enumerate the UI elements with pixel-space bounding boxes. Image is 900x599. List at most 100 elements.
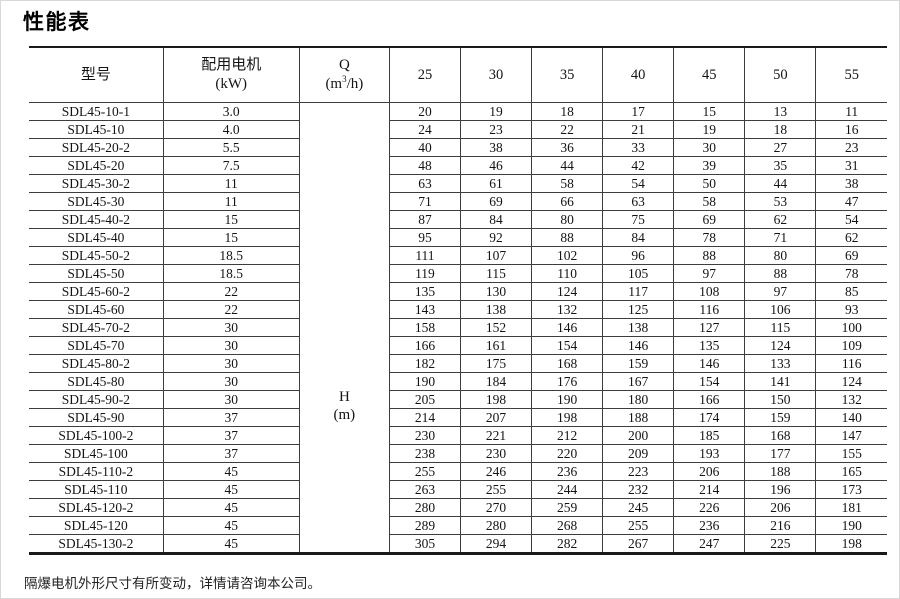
- flow-unit-suffix: /h): [346, 76, 364, 92]
- motor-kw-cell: 30: [162, 372, 300, 391]
- head-value-cell: 125: [602, 300, 675, 319]
- model-cell: SDL45-110-2: [29, 462, 164, 481]
- head-value-cell: 236: [673, 516, 746, 535]
- motor-kw-cell: 30: [162, 354, 300, 373]
- head-value-cell: 200: [602, 426, 675, 445]
- head-value-cell: 17: [602, 102, 675, 121]
- head-value-cell: 38: [459, 138, 533, 157]
- head-value-cell: 177: [744, 444, 817, 463]
- flow-unit-prefix: (m: [325, 76, 343, 92]
- model-cell: SDL45-110: [29, 480, 164, 499]
- motor-kw-cell: 45: [162, 534, 300, 554]
- head-value-cell: 16: [815, 120, 887, 139]
- motor-kw-cell: 45: [162, 462, 300, 481]
- table-row: SDL45-20 7.5 48 46 44 42 39 35 31: [29, 156, 887, 175]
- head-value-cell: 61: [459, 174, 533, 193]
- head-value-cell: 166: [673, 390, 746, 409]
- model-cell: SDL45-120: [29, 516, 164, 535]
- head-value-cell: 196: [744, 480, 817, 499]
- head-value-cell: 102: [531, 246, 604, 265]
- head-value-cell: 190: [815, 516, 887, 535]
- model-cell: SDL45-100: [29, 444, 164, 463]
- motor-kw-cell: 15: [162, 228, 300, 247]
- head-value-cell: 88: [673, 246, 746, 265]
- head-value-cell: 48: [388, 156, 461, 175]
- head-value-cell: 198: [815, 534, 887, 554]
- table-row: SDL45-100 37 238 230 220 209 193 177 155: [29, 444, 887, 463]
- head-value-cell: 238: [388, 444, 461, 463]
- model-cell: SDL45-100-2: [29, 426, 164, 445]
- head-value-cell: 155: [815, 444, 887, 463]
- head-value-cell: 80: [531, 210, 604, 229]
- flow-unit-sup: 3: [342, 74, 347, 84]
- head-value-cell: 146: [673, 354, 746, 373]
- head-value-cell: 44: [531, 156, 604, 175]
- head-value-cell: 140: [815, 408, 887, 427]
- motor-kw-cell: 45: [162, 516, 300, 535]
- table-row: SDL45-90-2 30 205 198 190 180 166 150 132: [29, 390, 887, 409]
- head-value-cell: 188: [744, 462, 817, 481]
- head-value-cell: 66: [531, 192, 604, 211]
- head-value-cell: 33: [602, 138, 675, 157]
- head-value-cell: 135: [388, 282, 461, 301]
- head-value-cell: 225: [744, 534, 817, 554]
- model-cell: SDL45-80-2: [29, 354, 164, 373]
- col-header-motor-unit: (kW): [215, 76, 248, 92]
- motor-kw-cell: 37: [162, 408, 300, 427]
- model-cell: SDL45-40-2: [29, 210, 164, 229]
- motor-kw-cell: 4.0: [162, 120, 300, 139]
- head-value-cell: 206: [673, 462, 746, 481]
- head-value-cell: 146: [602, 336, 675, 355]
- head-value-cell: 44: [744, 174, 817, 193]
- col-header-flow-35: 35: [531, 46, 604, 103]
- head-value-cell: 214: [388, 408, 461, 427]
- head-value-cell: 198: [531, 408, 604, 427]
- head-value-cell: 230: [388, 426, 461, 445]
- motor-kw-cell: 3.0: [162, 102, 300, 121]
- model-cell: SDL45-30: [29, 192, 164, 211]
- head-value-cell: 62: [744, 210, 817, 229]
- head-value-cell: 175: [459, 354, 533, 373]
- table-row: SDL45-50-2 18.5 111 107 102 96 88 80 69: [29, 246, 887, 265]
- head-value-cell: 11: [815, 102, 887, 121]
- head-value-cell: 54: [815, 210, 887, 229]
- head-value-cell: 230: [459, 444, 533, 463]
- head-value-cell: 247: [673, 534, 746, 554]
- head-value-cell: 280: [459, 516, 533, 535]
- model-cell: SDL45-60: [29, 300, 164, 319]
- head-value-cell: 15: [673, 102, 746, 121]
- motor-kw-cell: 30: [162, 318, 300, 337]
- head-value-cell: 294: [459, 534, 533, 554]
- head-value-cell: 63: [602, 192, 675, 211]
- head-value-cell: 115: [459, 264, 533, 283]
- col-header-model: 型号: [29, 46, 164, 103]
- head-value-cell: 289: [388, 516, 461, 535]
- model-cell: SDL45-50: [29, 264, 164, 283]
- head-value-cell: 132: [531, 300, 604, 319]
- col-header-flow: Q (m3/h): [298, 46, 390, 103]
- table-row: SDL45-40 15 95 92 88 84 78 71 62: [29, 228, 887, 247]
- head-value-cell: 267: [602, 534, 675, 554]
- head-value-cell: 18: [531, 102, 604, 121]
- head-value-cell: 246: [459, 462, 533, 481]
- table-row: SDL45-60-2 22 135 130 124 117 108 97 85: [29, 282, 887, 301]
- head-value-cell: 305: [388, 534, 461, 554]
- motor-kw-cell: 5.5: [162, 138, 300, 157]
- motor-kw-cell: 7.5: [162, 156, 300, 175]
- head-value-cell: 19: [673, 120, 746, 139]
- col-header-flow-40: 40: [602, 46, 675, 103]
- head-value-cell: 146: [531, 318, 604, 337]
- col-header-flow-55: 55: [815, 46, 887, 103]
- head-value-cell: 280: [388, 498, 461, 517]
- head-value-cell: 69: [673, 210, 746, 229]
- flow-symbol: Q: [338, 57, 350, 73]
- head-value-cell: 173: [815, 480, 887, 499]
- head-value-cell: 63: [388, 174, 461, 193]
- head-value-cell: 132: [815, 390, 887, 409]
- motor-kw-cell: 11: [162, 174, 300, 193]
- head-value-cell: 39: [673, 156, 746, 175]
- head-value-cell: 75: [602, 210, 675, 229]
- head-value-cell: 188: [602, 408, 675, 427]
- head-value-cell: 69: [459, 192, 533, 211]
- model-cell: SDL45-60-2: [29, 282, 164, 301]
